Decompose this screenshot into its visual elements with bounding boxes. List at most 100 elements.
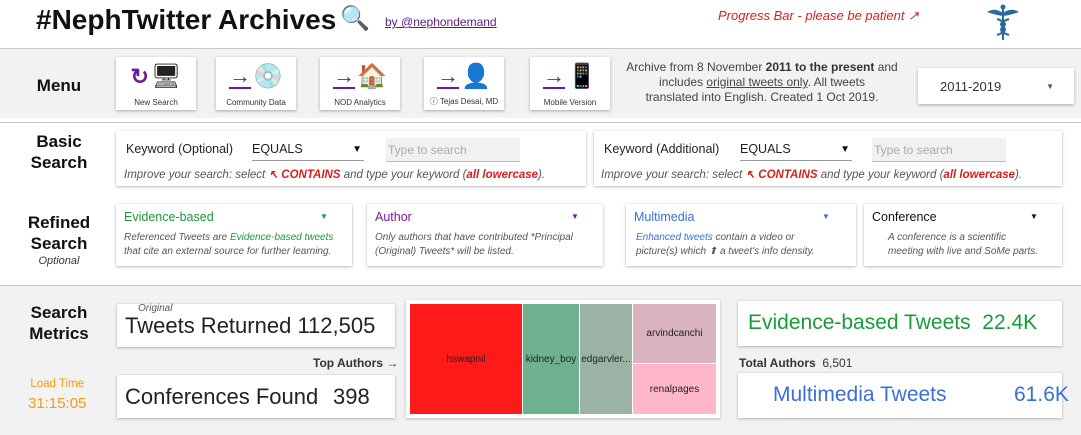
archive-note: Archive from 8 November 2011 to the pres…	[612, 60, 912, 105]
header: #NephTwitter Archives 🔍 by @nephondemand…	[0, 0, 1081, 46]
total-authors: Total Authors 6,501	[739, 356, 852, 370]
treemap-cell-hswapnil[interactable]: hswapnil	[410, 304, 522, 414]
tejas-desai-button[interactable]: → 👤 ⓘ Tejas Desai, MD	[424, 57, 504, 110]
search-hint: Improve your search: select ↖ CONTAINS a…	[124, 167, 545, 181]
cd-icon: 💿	[253, 63, 283, 90]
metric-label: Total Authors	[739, 356, 816, 370]
keyword-search-input[interactable]: Type to search	[386, 138, 520, 162]
contains-hint: ↖ CONTAINS	[745, 169, 818, 181]
button-label: New Search	[134, 98, 178, 107]
nod-analytics-button[interactable]: → 🏠 NOD Analytics	[320, 57, 400, 110]
hint-text: Improve your search: select	[601, 169, 746, 181]
note-text: and	[874, 60, 898, 74]
hint-text: and type your keyword (	[340, 169, 467, 181]
treemap-cell-arvindcanchi[interactable]: arvindcanchi	[633, 304, 716, 363]
lowercase-hint: all lowercase	[466, 169, 539, 181]
desc-text: A conference is a scientific	[888, 232, 1007, 243]
community-data-button[interactable]: → 💿 Community Data	[216, 57, 296, 110]
filter-desc: Enhanced tweets contain a video or pictu…	[636, 231, 836, 259]
top-authors-treemap: hswapnil kidney_boy edgarvler... arvindc…	[406, 300, 720, 418]
metric-label: Evidence-based Tweets	[748, 311, 971, 334]
load-time-label: Load Time	[30, 378, 85, 390]
conferences-label: Conferences Found	[125, 384, 319, 409]
operator-select[interactable]: EQUALS ▼	[252, 139, 364, 161]
tweets-returned-card	[117, 304, 395, 347]
metric-value: 6,501	[822, 356, 853, 370]
mobile-version-button[interactable]: → 📱 Mobile Version	[530, 57, 610, 110]
multimedia-metric-card	[738, 373, 1062, 418]
filter-desc: Referenced Tweets are Evidence-based twe…	[124, 231, 348, 259]
caret-down-icon: ▼	[822, 212, 830, 221]
operator-value: EQUALS	[252, 142, 303, 156]
note-bold: 2011 to the present	[765, 60, 875, 74]
caret-down-icon: ▼	[1030, 212, 1038, 221]
conferences-value: 398	[333, 384, 370, 409]
hint-text: Improve your search: select	[124, 169, 269, 181]
treemap-cell-edgarvler[interactable]: edgarvler...	[580, 304, 632, 414]
desc-highlight: Enhanced tweets	[636, 232, 713, 243]
caret-down-icon: ▼	[571, 212, 579, 221]
evidence-filter[interactable]: Evidence-based ▼ Referenced Tweets are E…	[116, 204, 352, 266]
magnifier-icon: 🔍	[340, 5, 370, 32]
button-label: ⓘ Tejas Desai, MD	[429, 97, 499, 106]
multimedia-label: Multimedia Tweets	[773, 383, 947, 406]
keyword-search-input[interactable]: Type to search	[872, 138, 1006, 162]
caret-down-icon: ▼	[840, 144, 850, 155]
desc-text: that cite an external source for further…	[124, 246, 332, 257]
button-label: Mobile Version	[543, 98, 597, 107]
conference-filter[interactable]: Conference ▼ A conference is a scientifi…	[864, 204, 1062, 266]
caret-down-icon: ▼	[352, 144, 362, 155]
arrow-right-icon: →	[229, 63, 252, 89]
filter-desc: Only authors that have contributed *Prin…	[375, 231, 599, 259]
contains-hint: ↖ CONTAINS	[268, 169, 341, 181]
lowercase-hint: all lowercase	[943, 169, 1016, 181]
note-text: translated into English. Created 1 Oct 2…	[645, 90, 879, 104]
note-text: . All tweets	[807, 75, 865, 89]
label-line: Refined	[27, 213, 91, 232]
filter-desc: A conference is a scientific meeting with…	[888, 231, 1058, 259]
filter-title: Conference	[872, 210, 937, 224]
person-icon: 👤	[461, 63, 491, 90]
label-line: Search	[30, 153, 88, 172]
label-line: Metrics	[29, 324, 89, 343]
author-filter[interactable]: Author ▼ Only authors that have contribu…	[367, 204, 603, 266]
multimedia-filter[interactable]: Multimedia ▼ Enhanced tweets contain a v…	[626, 204, 856, 266]
operator-select[interactable]: EQUALS ▼	[740, 139, 852, 161]
metric-value: 112,505	[297, 313, 376, 338]
multimedia-value: 61.6K	[1014, 383, 1069, 406]
label-line: Search	[30, 234, 88, 253]
label-line: Search	[30, 303, 88, 322]
refined-search-label: Refined Search Optional	[22, 212, 96, 268]
new-search-button[interactable]: ↻ 🖥 New Search	[116, 57, 196, 110]
desc-text: Referenced Tweets are	[124, 232, 230, 243]
chevron-down-icon: ▼	[1046, 82, 1054, 91]
refresh-icon: ↻	[130, 64, 149, 89]
keyword-label: Keyword (Additional)	[604, 142, 720, 156]
note-underline: original tweets only	[706, 75, 808, 89]
year-range-select[interactable]: 2011-2019 ▼	[918, 68, 1074, 104]
desc-text: meeting with live and SoMe parts.	[888, 246, 1039, 257]
note-text: Archive from 8 November	[626, 60, 766, 74]
optional-label: Optional	[38, 255, 80, 267]
filter-title: Evidence-based	[124, 210, 214, 224]
monitor-icon: 🖥	[150, 63, 182, 90]
evidence-based-metric: Evidence-based Tweets 22.4K	[748, 311, 1037, 335]
phone-icon: 📱	[567, 63, 597, 90]
arrow-right-icon: →	[333, 63, 356, 89]
desc-text: contain a video or picture(s) which ⬆ a …	[636, 232, 815, 257]
filter-title: Multimedia	[634, 210, 695, 224]
hint-text: ).	[1015, 169, 1023, 181]
house-icon: 🏠	[357, 63, 387, 90]
metric-value: 22.4K	[982, 311, 1038, 334]
treemap-cell-renalpages[interactable]: renalpages	[633, 364, 716, 414]
desc-highlight: Evidence-based tweets	[229, 232, 334, 243]
original-label: Original	[138, 303, 173, 314]
arrow-right-icon: →	[543, 63, 566, 89]
caduceus-icon	[987, 4, 1019, 40]
filter-title: Author	[375, 210, 412, 224]
treemap-cell-kidney-boy[interactable]: kidney_boy	[523, 304, 579, 414]
load-time: Load Time 31:15:05	[28, 374, 86, 415]
byline-link[interactable]: by @nephondemand	[385, 15, 497, 29]
desc-text: Only authors that have contributed *Prin…	[375, 232, 573, 243]
keyword-label: Keyword (Optional)	[126, 142, 233, 156]
